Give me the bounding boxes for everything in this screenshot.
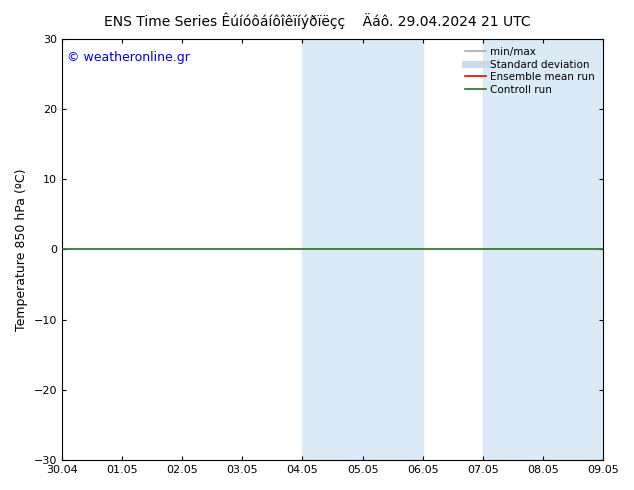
Text: ENS Time Series Êúíóôáíôîêïíýðïëçç    Äáô. 29.04.2024 21 UTC: ENS Time Series Êúíóôáíôîêïíýðïëçç Äáô. … xyxy=(104,12,530,29)
Bar xyxy=(483,39,543,460)
Text: © weatheronline.gr: © weatheronline.gr xyxy=(67,51,190,64)
Bar xyxy=(543,39,603,460)
Bar xyxy=(363,39,423,460)
Y-axis label: Temperature 850 hPa (ºC): Temperature 850 hPa (ºC) xyxy=(15,168,28,331)
Bar xyxy=(302,39,363,460)
Legend: min/max, Standard deviation, Ensemble mean run, Controll run: min/max, Standard deviation, Ensemble me… xyxy=(462,44,598,98)
